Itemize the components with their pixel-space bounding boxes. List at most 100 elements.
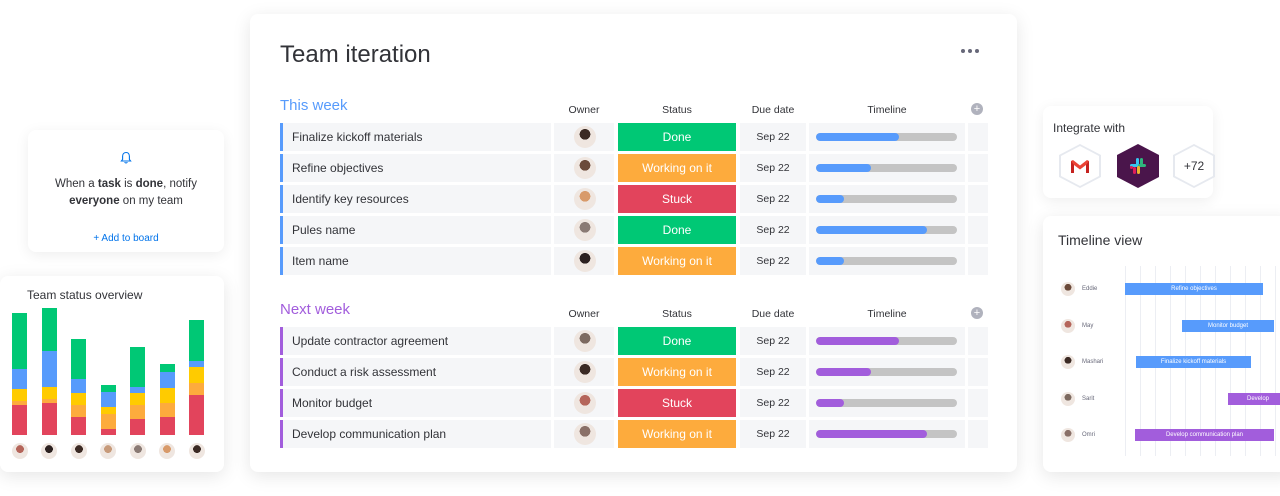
status-badge[interactable]: Done (618, 123, 736, 151)
grid-line (1260, 266, 1261, 456)
due-date-cell[interactable]: Sep 22 (740, 327, 806, 355)
owner-cell[interactable] (554, 154, 614, 182)
add-to-board-link[interactable]: + Add to board (93, 233, 159, 244)
stack-segment (189, 367, 204, 383)
stack-segment (41, 387, 57, 399)
item-name[interactable]: Refine objectives (280, 154, 551, 182)
stack-segment (159, 417, 175, 435)
column-header-due: Due date (751, 104, 795, 116)
more-horizontal-icon[interactable] (961, 44, 981, 58)
timeline-track (816, 337, 957, 345)
empty-cell (968, 327, 988, 355)
table-row[interactable]: Pules name Done Sep 22 (280, 216, 988, 244)
stack-segment (41, 403, 57, 435)
status-badge[interactable]: Working on it (618, 358, 736, 386)
timeline-bar[interactable]: Develop communication plan (1135, 429, 1274, 441)
status-badge[interactable]: Stuck (618, 185, 736, 213)
stack-segment (12, 313, 27, 369)
owner-cell[interactable] (554, 247, 614, 275)
timeline-person-name: Eddie (1082, 286, 1098, 292)
timeline-bar[interactable]: Finalize kickoff materials (1136, 356, 1251, 368)
table-row[interactable]: Monitor budget Stuck Sep 22 (280, 389, 988, 417)
stack-segment (100, 385, 116, 392)
owner-cell[interactable] (554, 216, 614, 244)
add-column-icon[interactable]: + (971, 103, 983, 115)
owner-cell[interactable] (554, 327, 614, 355)
empty-cell (968, 389, 988, 417)
timeline-bar[interactable]: Monitor budget (1182, 319, 1274, 332)
item-name[interactable]: Item name (280, 247, 551, 275)
timeline-cell[interactable] (809, 389, 965, 417)
empty-cell (968, 154, 988, 182)
due-date-cell[interactable]: Sep 22 (740, 216, 806, 244)
due-date-cell[interactable]: Sep 22 (740, 420, 806, 448)
stack-segment (41, 399, 57, 403)
owner-cell[interactable] (554, 123, 614, 151)
table-row[interactable]: Conduct a risk assessment Working on it Se… (280, 358, 988, 386)
status-badge[interactable]: Done (618, 216, 736, 244)
timeline-cell[interactable] (809, 185, 965, 213)
stack-segment (100, 414, 116, 429)
status-badge[interactable]: Working on it (618, 154, 736, 182)
avatar (574, 126, 596, 148)
status-stack-bar (189, 320, 204, 435)
table-row[interactable]: Develop communication plan Working on it S… (280, 420, 988, 448)
status-badge[interactable]: Done (618, 327, 736, 355)
timeline-fill (816, 257, 845, 265)
status-badge[interactable]: Working on it (618, 247, 736, 275)
timeline-track (816, 226, 957, 234)
timeline-cell[interactable] (809, 123, 965, 151)
avatar (1061, 428, 1075, 442)
more-apps-badge[interactable]: +72 (1173, 144, 1215, 188)
timeline-cell[interactable] (809, 420, 965, 448)
gmail-icon[interactable] (1059, 144, 1101, 188)
timeline-cell[interactable] (809, 247, 965, 275)
timeline-cell[interactable] (809, 327, 965, 355)
timeline-fill (816, 430, 928, 438)
table-row[interactable]: Update contractor agreement Done Sep 22 (280, 327, 988, 355)
timeline-fill (816, 368, 871, 376)
timeline-track (816, 257, 957, 265)
due-date-cell[interactable]: Sep 22 (740, 185, 806, 213)
avatar (1061, 355, 1075, 369)
timeline-cell[interactable] (809, 154, 965, 182)
timeline-cell[interactable] (809, 358, 965, 386)
column-header-status: Status (662, 104, 692, 116)
add-column-icon[interactable]: + (971, 307, 983, 319)
column-header-owner: Owner (568, 104, 600, 116)
due-date-cell[interactable]: Sep 22 (740, 358, 806, 386)
item-name[interactable]: Pules name (280, 216, 551, 244)
group-title[interactable]: This week (280, 97, 348, 114)
timeline-bar[interactable]: Refine objectives (1125, 283, 1263, 295)
timeline-track (816, 195, 957, 203)
due-date-cell[interactable]: Sep 22 (740, 123, 806, 151)
empty-cell (968, 216, 988, 244)
stack-segment (159, 372, 175, 388)
table-row[interactable]: Refine objectives Working on it Sep 22 (280, 154, 988, 182)
timeline-bar[interactable]: Develop (1228, 392, 1280, 405)
owner-cell[interactable] (554, 420, 614, 448)
group-title[interactable]: Next week (280, 301, 351, 318)
item-name[interactable]: Conduct a risk assessment (280, 358, 551, 386)
item-name[interactable]: Update contractor agreement (280, 327, 551, 355)
due-date-cell[interactable]: Sep 22 (740, 154, 806, 182)
item-name[interactable]: Monitor budget (280, 389, 551, 417)
owner-cell[interactable] (554, 185, 614, 213)
timeline-track (816, 164, 957, 172)
grid-line (1275, 266, 1276, 456)
due-date-cell[interactable]: Sep 22 (740, 389, 806, 417)
item-name[interactable]: Develop communication plan (280, 420, 551, 448)
owner-cell[interactable] (554, 389, 614, 417)
table-row[interactable]: Item name Working on it Sep 22 (280, 247, 988, 275)
timeline-cell[interactable] (809, 216, 965, 244)
status-badge[interactable]: Working on it (618, 420, 736, 448)
table-row[interactable]: Identify key resources Stuck Sep 22 (280, 185, 988, 213)
owner-cell[interactable] (554, 358, 614, 386)
item-name[interactable]: Finalize kickoff materials (280, 123, 551, 151)
item-name[interactable]: Identify key resources (280, 185, 551, 213)
due-date-cell[interactable]: Sep 22 (740, 247, 806, 275)
slack-icon[interactable] (1117, 144, 1159, 188)
status-badge[interactable]: Stuck (618, 389, 736, 417)
table-row[interactable]: Finalize kickoff materials Done Sep 22 (280, 123, 988, 151)
avatar (100, 443, 116, 459)
